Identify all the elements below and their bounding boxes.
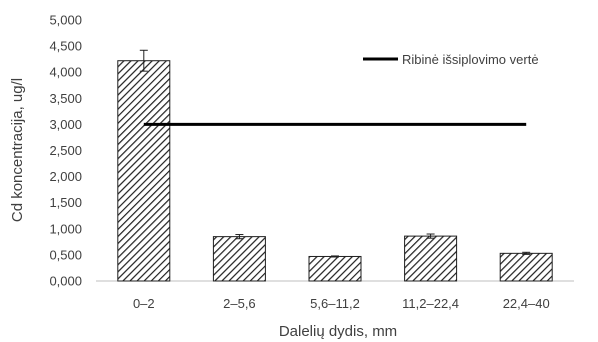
y-tick-label: 3,500	[49, 91, 82, 106]
y-tick-label: 0,000	[49, 274, 82, 289]
y-tick-label: 1,500	[49, 195, 82, 210]
bar	[117, 60, 171, 282]
bar	[308, 255, 362, 282]
bar	[212, 236, 266, 282]
y-tick-label: 4,500	[49, 39, 82, 54]
x-tick-label: 22,4–40	[503, 296, 550, 311]
x-tick-label: 2–5,6	[223, 296, 256, 311]
x-tick-label: 0–2	[133, 296, 155, 311]
x-axis-title: Dalelių dydis, mm	[279, 323, 397, 340]
y-tick-label: 3,000	[49, 117, 82, 132]
y-tick-label: 4,000	[49, 65, 82, 80]
legend-label: Ribinė išsiplovimo vertė	[402, 52, 539, 67]
y-tick-label: 5,000	[49, 13, 82, 28]
x-tick-label: 5,6–11,2	[310, 296, 360, 311]
bars	[117, 49, 553, 282]
y-tick-label: 2,500	[49, 143, 82, 158]
y-axis-title: Cd koncentracija, ug/l	[9, 78, 26, 222]
y-tick-label: 0,500	[49, 247, 82, 262]
x-tick-label: 11,2–22,4	[402, 296, 459, 311]
bar	[404, 235, 458, 282]
legend: Ribinė išsiplovimo vertė	[363, 52, 539, 67]
y-tick-label: 1,000	[49, 221, 82, 236]
x-axis-ticks: 0–2 2–5,6 5,6–11,2 11,2–22,4 22,4–40	[133, 296, 550, 311]
y-tick-label: 2,000	[49, 169, 82, 184]
y-axis-ticks: 0,000 0,500 1,000 1,500 2,000 2,500 3,000 3,500…	[49, 13, 82, 289]
bar	[499, 252, 553, 282]
